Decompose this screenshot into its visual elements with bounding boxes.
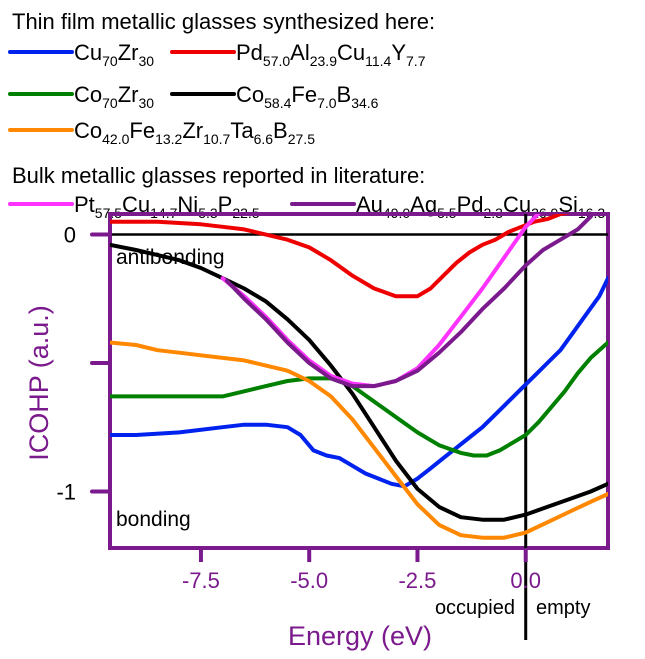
series-line-cuzr bbox=[110, 276, 608, 489]
legend-label-element: Zr bbox=[182, 118, 203, 143]
legend-label-element: Ni bbox=[177, 192, 198, 217]
legend-label-element: Y bbox=[391, 40, 406, 65]
legend-label-element: Fe bbox=[129, 118, 155, 143]
legend-label-subscript: 58.4 bbox=[264, 95, 291, 111]
legend-label-element: Fe bbox=[291, 82, 317, 107]
x-tick-label: -5.0 bbox=[290, 568, 328, 593]
legend-label-subscript: 23.9 bbox=[310, 53, 337, 69]
legend-label-subscript: 70 bbox=[102, 95, 118, 111]
legend-label-subscript: 27.5 bbox=[288, 131, 315, 147]
legend-label-subscript: 7.0 bbox=[317, 95, 337, 111]
legend-label-auagpdcusi: Au49.0Ag5.5Pd2.3Cu26.9Si16.3 bbox=[356, 192, 605, 221]
legend-label-subscript: 13.2 bbox=[155, 131, 182, 147]
x-tick-label: 0.0 bbox=[510, 568, 541, 593]
legend-heading-thin-film: Thin film metallic glasses synthesized h… bbox=[12, 9, 435, 34]
legend-label-subscript: 10.7 bbox=[203, 131, 230, 147]
legend-label-element: P bbox=[218, 192, 233, 217]
legend-label-subscript: 34.6 bbox=[351, 95, 378, 111]
legend-label-element: Co bbox=[74, 118, 102, 143]
annotation-occupied: occupied bbox=[435, 597, 515, 619]
y-axis-label: ICOHP (a.u.) bbox=[24, 305, 54, 461]
legend-label-element: Zr bbox=[118, 40, 139, 65]
y-tick-label: 0 bbox=[64, 223, 76, 248]
series-line-cofezrtab bbox=[110, 340, 608, 540]
legend-label-element: Co bbox=[74, 82, 102, 107]
legend-label-ptcunip: Pt57.5Cu14.7Ni5.3P22.5 bbox=[74, 192, 260, 221]
annotation-empty: empty bbox=[536, 597, 590, 619]
legend-label-subscript: 7.7 bbox=[406, 53, 426, 69]
plot-area: 0 -1 -7.5 -5.0 -2.5 0.0 Energy (eV) ICOHP (a.u.… bbox=[24, 212, 610, 651]
legend-label-subscript: 30 bbox=[138, 95, 154, 111]
legend-label-cofeb: Co58.4Fe7.0B34.6 bbox=[236, 82, 379, 111]
legend-label-element: Cu bbox=[74, 40, 102, 65]
legend-label-element: Al bbox=[290, 40, 310, 65]
plot-frame bbox=[108, 212, 610, 550]
legend-heading-bulk: Bulk metallic glasses reported in litera… bbox=[12, 163, 425, 188]
legend-label-element: Ta bbox=[230, 118, 254, 143]
annotation-antibonding: antibonding bbox=[116, 246, 225, 269]
series-line-cofeb bbox=[110, 242, 608, 522]
series-curves bbox=[110, 214, 608, 540]
legend-label-element: Zr bbox=[118, 82, 139, 107]
legend-label-subscript: 11.4 bbox=[365, 53, 391, 69]
legend-label-element: Pt bbox=[74, 192, 95, 217]
legend: Thin film metallic glasses synthesized h… bbox=[8, 9, 605, 221]
x-tick-label: -7.5 bbox=[182, 568, 220, 593]
x-tick-label: -2.5 bbox=[398, 568, 436, 593]
legend-label-element: Cu bbox=[337, 40, 365, 65]
legend-label-cozr: Co70Zr30 bbox=[74, 82, 154, 111]
annotation-bonding: bonding bbox=[116, 508, 191, 531]
legend-label-element: B bbox=[273, 118, 288, 143]
y-tick-label: -1 bbox=[56, 479, 76, 504]
legend-label-subscript: 42.0 bbox=[102, 131, 129, 147]
legend-label-subscript: 30 bbox=[138, 53, 154, 69]
x-axis-label: Energy (eV) bbox=[288, 621, 432, 651]
legend-label-element: Pd bbox=[236, 40, 263, 65]
series-line-cozr bbox=[110, 340, 608, 458]
series-line-auagpdcusi bbox=[224, 214, 595, 389]
legend-label-element: Si bbox=[558, 192, 578, 217]
series-line-pdalcuy bbox=[110, 214, 571, 299]
legend-label-subscript: 6.6 bbox=[254, 131, 274, 147]
legend-label-element: Co bbox=[236, 82, 264, 107]
legend-label-cuzr: Cu70Zr30 bbox=[74, 40, 154, 69]
legend-label-subscript: 57.0 bbox=[263, 53, 290, 69]
legend-label-element: B bbox=[337, 82, 352, 107]
legend-label-cofezrtab: Co42.0Fe13.2Zr10.7Ta6.6B27.5 bbox=[74, 118, 315, 147]
legend-label-subscript: 70 bbox=[102, 53, 118, 69]
legend-label-pdalcuy: Pd57.0Al23.9Cu11.4Y7.7 bbox=[236, 40, 426, 69]
